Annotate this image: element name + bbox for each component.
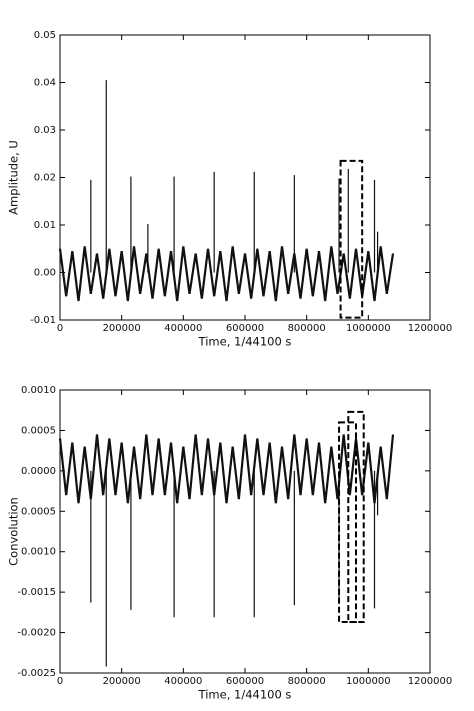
highlight-box xyxy=(347,410,365,624)
x-tick-label: 400000 xyxy=(164,676,202,687)
y-tick-label: 0.0010 xyxy=(21,385,56,396)
y-tick-label: 0.01 xyxy=(34,220,56,231)
y-tick-label: 0.04 xyxy=(34,78,56,89)
y-tick-label: 0.02 xyxy=(34,173,56,184)
y-tick-label: 0.03 xyxy=(34,125,56,136)
x-axis-label: Time, 1/44100 s xyxy=(198,688,292,702)
x-tick-label: 1200000 xyxy=(408,676,453,687)
y-tick-label: 0.0000 xyxy=(21,466,56,477)
highlight-box xyxy=(339,159,364,319)
y-tick-label: -0.01 xyxy=(30,315,56,326)
x-axis-label: Time, 1/44100 s xyxy=(198,335,292,349)
x-tick-label: 800000 xyxy=(288,323,326,334)
y-axis-label: Convolution xyxy=(7,497,21,566)
signal-line xyxy=(58,434,395,504)
y-tick-label: -0.0020 xyxy=(17,628,56,639)
x-tick-label: 200000 xyxy=(103,323,141,334)
x-tick-label: 200000 xyxy=(103,676,141,687)
y-tick-label: -0.0015 xyxy=(17,587,56,598)
highlight-box xyxy=(338,421,357,624)
y-tick-label: 0.0005 xyxy=(21,506,56,517)
y-tick-label: 0.05 xyxy=(34,30,56,41)
y-tick-label: -0.0025 xyxy=(17,668,56,679)
x-tick-label: 600000 xyxy=(226,676,264,687)
y-tick-label: 0.0005 xyxy=(21,425,56,436)
x-tick-label: 400000 xyxy=(164,323,202,334)
x-tick-label: 0 xyxy=(57,676,63,687)
y-tick-label: 0.0010 xyxy=(21,547,56,558)
plot-area xyxy=(59,34,431,321)
y-axis-label: Amplitude, U xyxy=(7,140,21,215)
x-tick-label: 800000 xyxy=(288,676,326,687)
signal-line xyxy=(58,246,395,302)
y-tick-label: 0.00 xyxy=(34,268,56,279)
x-tick-label: 0 xyxy=(57,323,63,334)
x-tick-label: 1000000 xyxy=(346,323,391,334)
x-tick-label: 1000000 xyxy=(346,676,391,687)
x-tick-label: 1200000 xyxy=(408,323,453,334)
x-tick-label: 600000 xyxy=(226,323,264,334)
